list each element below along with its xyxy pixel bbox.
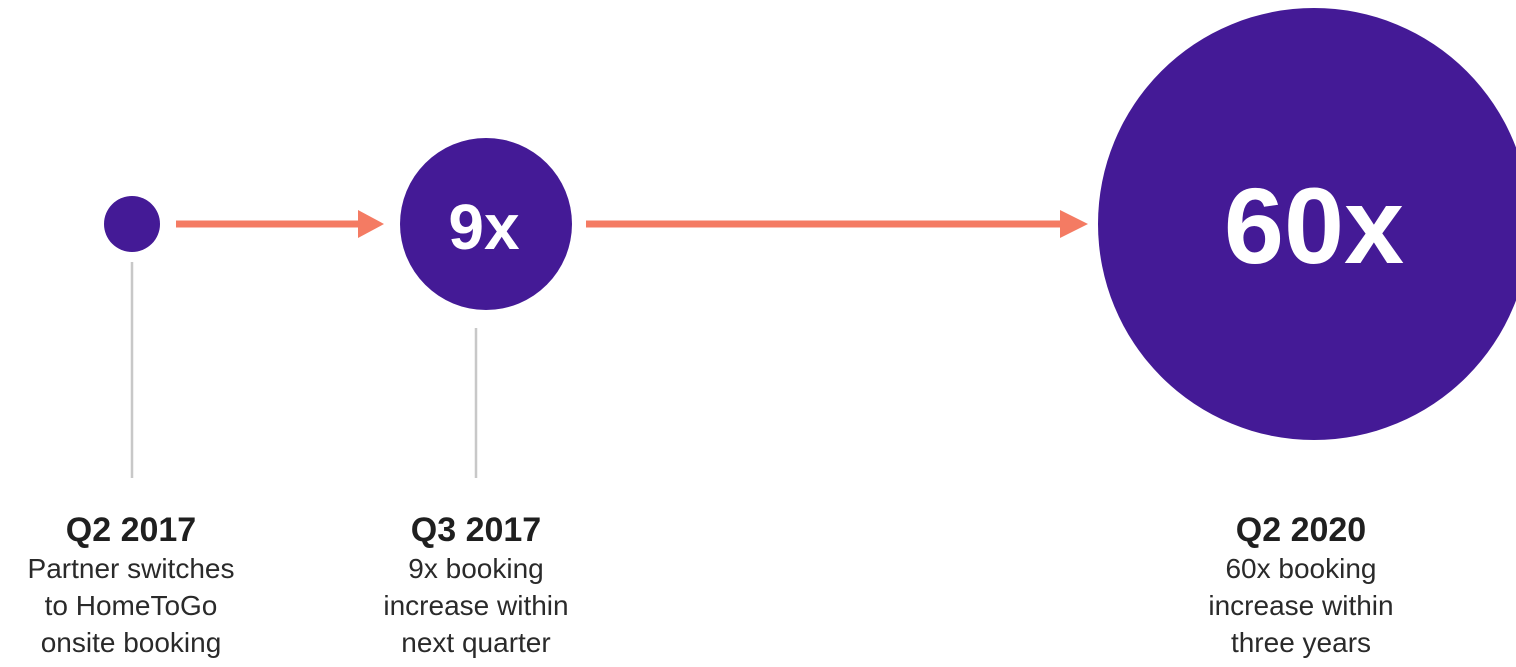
arrow-q2-to-q3	[176, 210, 384, 238]
milestone-description: Partner switches to HomeToGo onsite book…	[0, 550, 281, 661]
milestone-description: 9x booking increase within next quarter	[326, 550, 626, 661]
description-line: 60x booking	[1225, 553, 1377, 584]
milestone-period: Q2 2017	[65, 511, 197, 549]
description-line: Partner switches	[27, 553, 235, 584]
arrow-q3-to-q2-2020	[586, 210, 1088, 238]
description-line: onsite booking	[40, 627, 222, 658]
milestone-period: Q2 2020	[1235, 511, 1367, 549]
milestone-q3-2017: Q3 2017 9x booking increase within next …	[326, 510, 626, 661]
milestone-circle-q2-2017	[104, 196, 160, 252]
milestone-circle-q2-2020	[1098, 8, 1516, 440]
description-line: 9x booking	[408, 553, 544, 584]
multiplier-label-9x: 9x	[448, 191, 520, 263]
milestone-q2-2020: Q2 2020 60x booking increase within thre…	[1151, 510, 1451, 661]
multiplier-label-60x: 60x	[1224, 165, 1404, 286]
milestone-description: 60x booking increase within three years	[1151, 550, 1451, 661]
description-line: three years	[1230, 627, 1372, 658]
milestone-circle-q3-2017	[400, 138, 572, 310]
description-line: increase within	[1208, 590, 1394, 621]
milestone-period: Q3 2017	[410, 511, 542, 549]
milestone-q2-2017: Q2 2017 Partner switches to HomeToGo ons…	[0, 510, 281, 661]
description-line: to HomeToGo	[44, 590, 218, 621]
description-line: increase within	[383, 590, 569, 621]
description-line: next quarter	[401, 627, 551, 658]
